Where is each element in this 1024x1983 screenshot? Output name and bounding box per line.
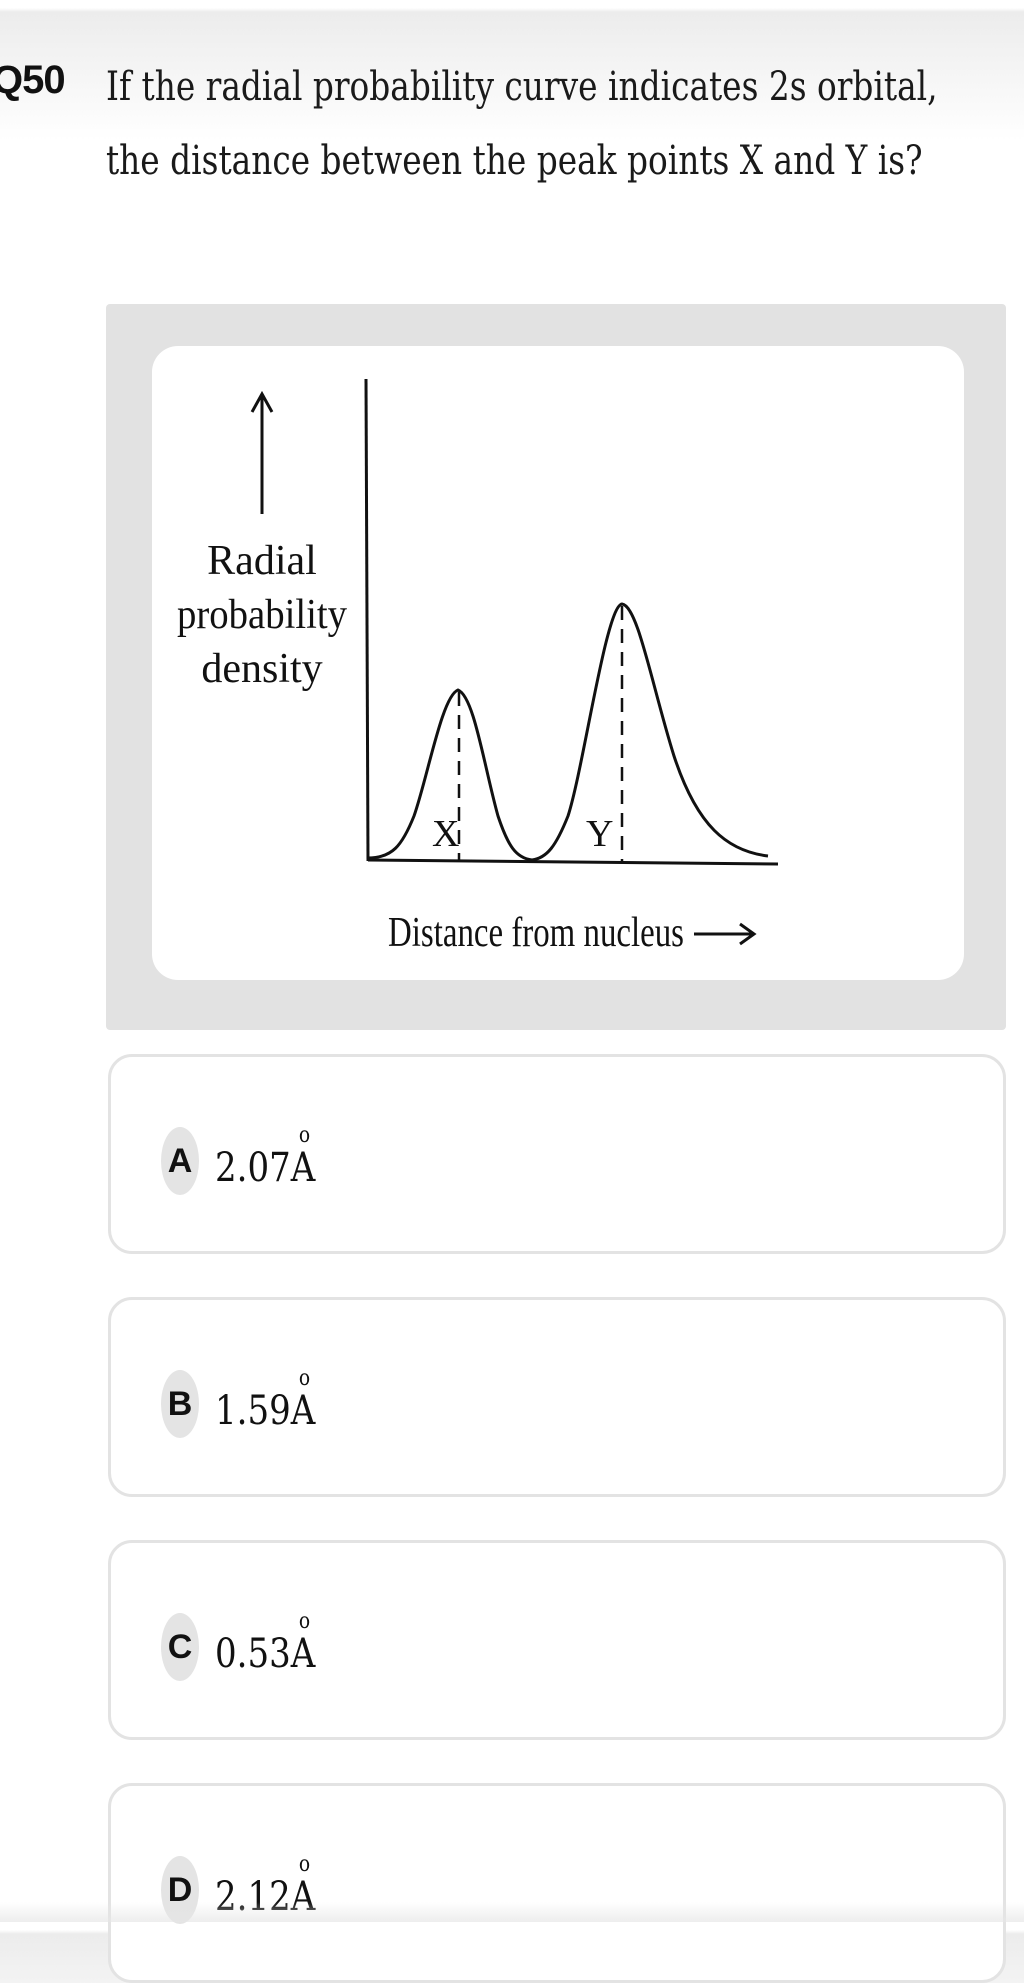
option-number: 2.07 <box>215 1145 291 1191</box>
question-text: If the radial probability curve indicate… <box>106 64 938 184</box>
peak-label-x: X <box>432 813 459 855</box>
figure-container: Radial probability density X Y Dist <box>106 304 1006 1030</box>
option-letter-badge: C <box>161 1613 199 1681</box>
y-label-line-1: Radial <box>207 538 317 584</box>
option-c[interactable]: C 0.53A o <box>108 1540 1006 1740</box>
option-a[interactable]: A 2.07A o <box>108 1054 1006 1254</box>
unit-letter: A <box>290 1388 316 1434</box>
option-value: 1.59A o <box>215 1366 316 1434</box>
option-value: 2.07A o <box>215 1123 316 1191</box>
question-number: Q50 <box>0 58 66 102</box>
option-number: 0.53 <box>215 1631 291 1677</box>
radial-curve <box>367 602 769 862</box>
bottom-fade <box>0 1902 1024 1922</box>
option-value: 0.53A o <box>215 1609 316 1677</box>
y-label-line-2: probability <box>177 592 347 638</box>
option-letter-badge: A <box>161 1127 199 1195</box>
x-axis-arrow-icon <box>694 922 757 946</box>
option-number: 1.59 <box>215 1388 291 1434</box>
option-d[interactable]: D 2.12A o <box>108 1783 1006 1983</box>
peak-markers <box>457 606 624 862</box>
option-b[interactable]: B 1.59A o <box>108 1297 1006 1497</box>
axes <box>364 378 779 866</box>
y-label-line-3: density <box>201 646 322 692</box>
unit-ring: o <box>298 1366 311 1391</box>
radial-probability-diagram: Radial probability density X Y Dist <box>152 346 964 980</box>
option-letter-badge: B <box>161 1370 199 1438</box>
x-axis-label: Distance from nucleus <box>388 910 684 956</box>
y-axis-arrow-icon <box>250 390 274 514</box>
unit-letter: A <box>290 1631 316 1677</box>
peak-label-y: Y <box>586 813 613 855</box>
unit-ring: o <box>298 1609 311 1634</box>
unit-ring: o <box>298 1123 311 1148</box>
unit-letter: A <box>290 1145 316 1191</box>
unit-ring: o <box>298 1852 311 1877</box>
